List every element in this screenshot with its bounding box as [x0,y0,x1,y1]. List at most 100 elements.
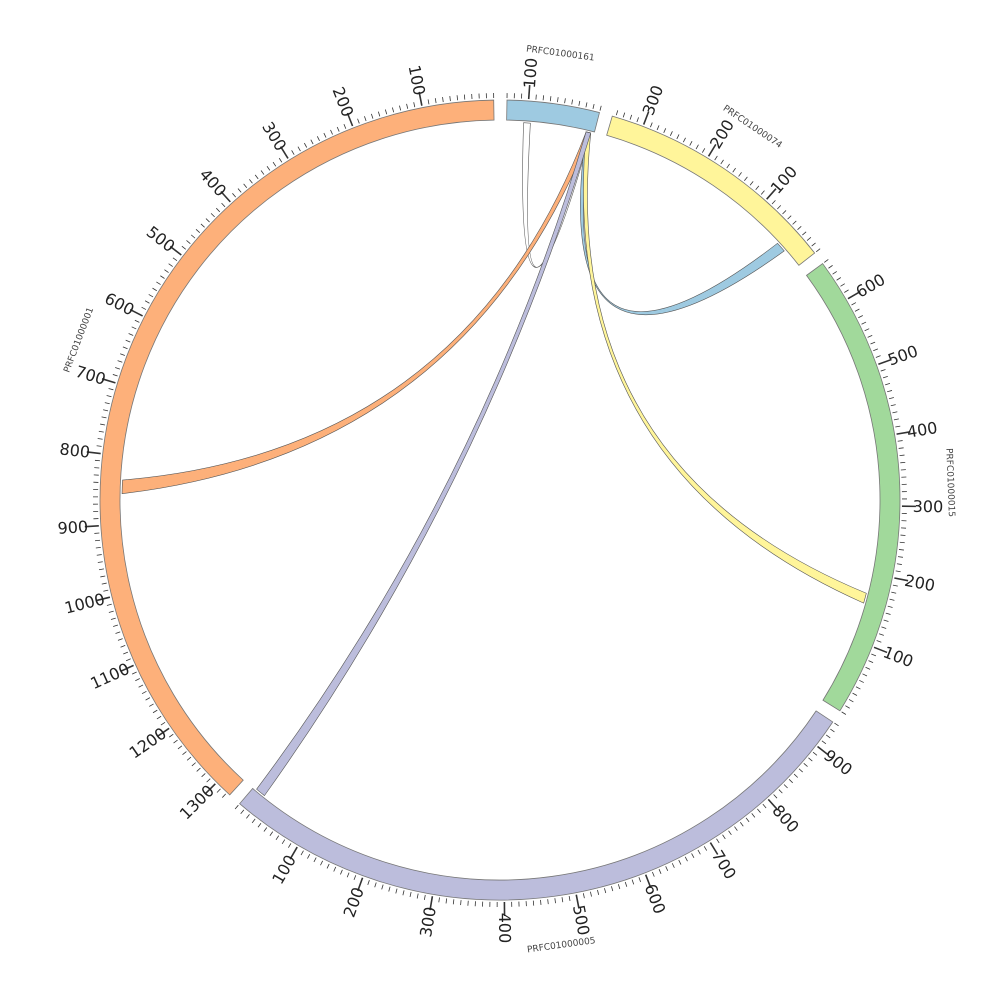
tick-mark [697,849,701,855]
tick-mark [663,128,667,134]
tick-mark [288,843,292,848]
tick-mark [215,207,221,213]
tick-mark [898,447,904,449]
tick-mark [865,666,871,670]
tick-mark [821,740,827,745]
tick-mark [131,326,137,330]
tick-mark [320,860,324,866]
tick-mark [131,671,137,675]
tick-mark [148,294,154,298]
tick-mark [145,697,151,701]
tick-mark [456,95,458,101]
tick-mark [313,857,317,863]
tick-mark [152,287,157,292]
tick-mark [582,893,585,899]
segment-name-PRFC01000015: PRFC01000015 [943,448,956,517]
tick-mark [890,404,896,407]
tick-mark [767,798,779,811]
tick-mark [120,353,125,356]
tick-mark [889,598,895,601]
tick-mark [263,827,268,832]
tick-mark [885,612,891,615]
tick-mark [707,143,717,157]
tick-mark [825,734,831,739]
tick-mark [266,166,271,171]
tick-label: 1100 [87,659,132,693]
tick-mark [585,102,588,108]
tick-mark [115,367,121,370]
tick-mark [249,179,253,184]
tick-mark [642,111,650,125]
tick-mark [720,159,724,165]
tick-mark [330,129,333,135]
tick-mark [101,378,116,384]
tick-mark [196,767,201,772]
tick-mark [96,596,111,602]
tick-mark [169,245,182,256]
tick-mark [755,185,760,191]
tick-mark [204,783,216,795]
tick-mark [156,281,161,285]
tick-label: 600 [641,881,670,916]
tick-mark [135,678,140,682]
tick-mark [554,898,556,904]
tick-mark [210,213,215,218]
tick-mark [269,831,274,836]
tick-mark [682,137,686,143]
tick-label: 1000 [63,589,107,617]
tick-mark [899,454,905,457]
tick-mark [540,899,542,905]
tick-mark [333,866,337,872]
tick-mark [216,788,221,793]
tick-mark [157,727,170,737]
tick-mark [878,358,892,365]
tick-mark [629,114,633,120]
tick-mark [828,265,833,269]
tick-mark [716,838,720,844]
tick-mark [86,451,101,455]
tick-mark [128,333,134,336]
tick-mark [878,633,884,636]
tick-mark [289,846,298,860]
tick-mark [125,339,131,343]
tick-mark [200,223,205,228]
segment-PRFC01000005 [239,710,834,901]
tick-mark [745,817,750,823]
tick-mark [101,416,107,419]
link-ribbons [121,122,867,797]
tick-mark [722,834,726,840]
tick-marks [84,85,916,916]
tick-mark [101,582,107,585]
tick-mark [117,360,123,363]
tick-mark [144,300,150,304]
tick-mark [418,91,423,106]
tick-mark [364,116,367,122]
tick-mark [168,733,174,738]
tick-mark [413,102,416,108]
tick-mark [97,438,103,440]
tick-mark [173,739,178,744]
tick-label: 100 [405,63,430,97]
tick-label: 200 [903,571,937,596]
tick-mark [257,822,262,828]
tick-mark [120,645,126,648]
tick-mark [168,263,173,267]
tick-mark [611,886,614,892]
tick-mark [578,100,581,106]
tick-mark [129,308,143,317]
tick-label: 900 [820,746,856,780]
tick-mark [862,673,868,677]
tick-mark [894,577,909,582]
tick-mark [787,215,792,220]
tick-mark [599,105,602,111]
tick-mark [703,846,708,851]
tick-mark [644,874,652,889]
tick-mark [141,306,147,310]
tick-mark [442,97,444,103]
tick-mark [744,176,748,182]
tick-mark [445,898,448,904]
tick-mark [149,703,154,707]
segment-names: PRFC01000161PRFC01000074PRFC01000015PRFC… [62,44,956,955]
tick-mark [123,651,129,655]
